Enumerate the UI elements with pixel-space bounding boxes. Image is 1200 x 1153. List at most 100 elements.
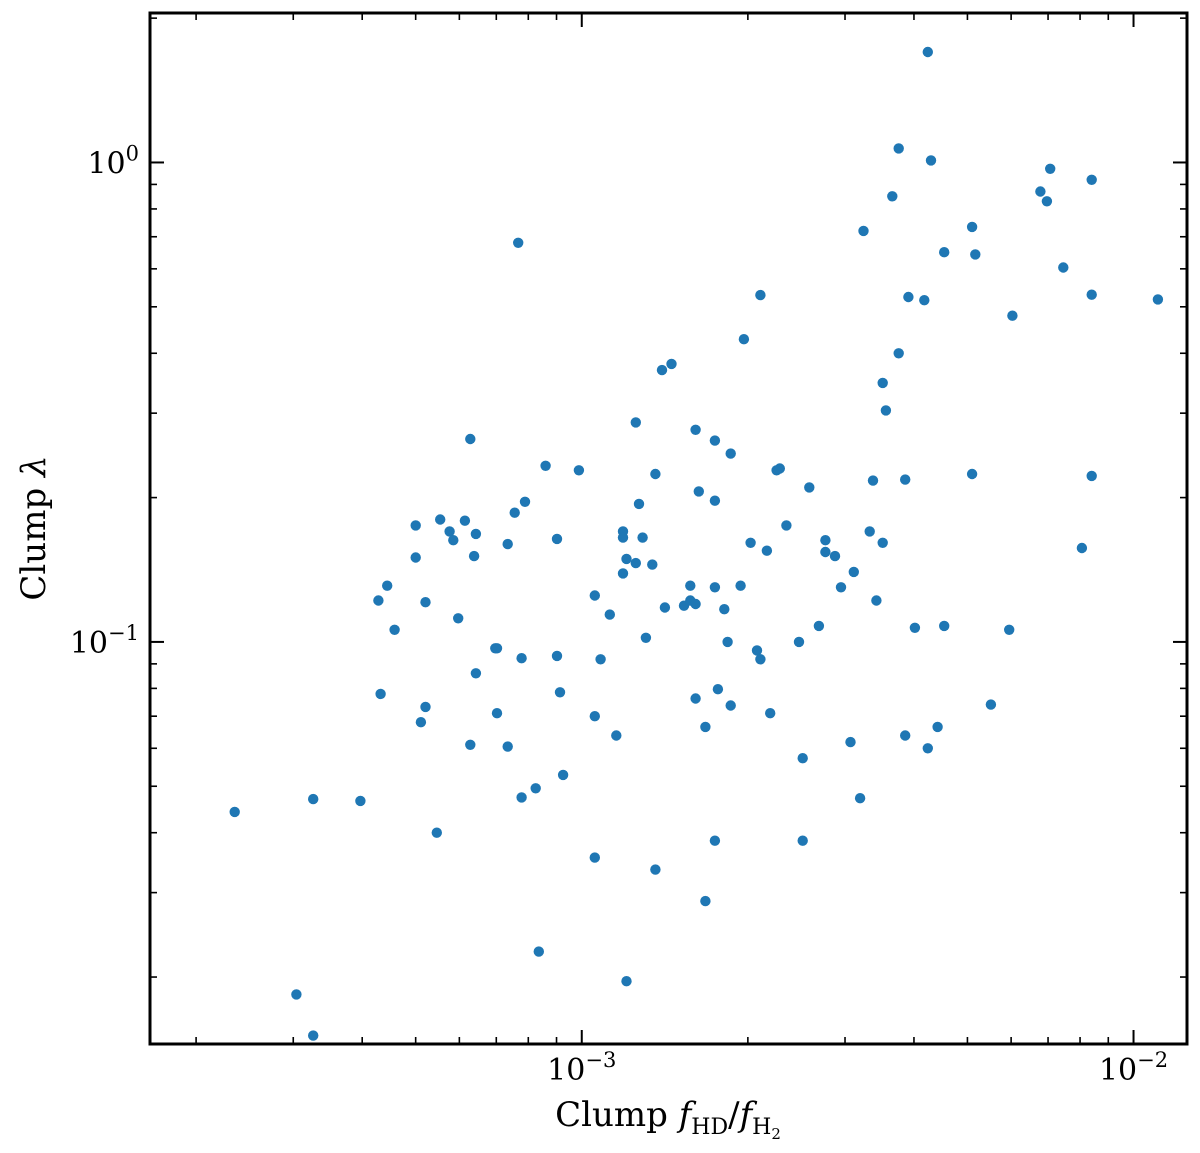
scatter-point [611, 730, 622, 741]
scatter-point [308, 1030, 319, 1041]
scatter-point [502, 741, 513, 752]
scatter-point [813, 620, 825, 632]
scatter-point [589, 590, 600, 601]
scatter-point [519, 496, 531, 507]
x-tick-label: 10−3 [547, 1048, 616, 1088]
scatter-point [470, 528, 482, 540]
scatter-point [1004, 624, 1015, 635]
x-axis-label: Clump fHD/fH2 [555, 1095, 781, 1143]
scatter-point [690, 424, 701, 435]
scatter-point [1035, 186, 1046, 197]
scatter-point [835, 582, 847, 593]
scatter-point [1058, 262, 1069, 273]
scatter-point [693, 486, 704, 497]
scatter-point [797, 753, 808, 764]
scatter-point [647, 559, 658, 570]
scatter-point [893, 348, 904, 359]
scatter-point [700, 721, 711, 733]
y-axis-label-prefix: Clump [14, 477, 54, 601]
scatter-point [909, 622, 921, 633]
scatter-point [630, 557, 641, 569]
scatter-point [420, 597, 431, 608]
scatter-point [804, 482, 815, 493]
scatter-point [516, 653, 527, 664]
scatter-point [709, 582, 721, 593]
scatter-point [595, 654, 606, 665]
major-ticks [150, 13, 1187, 1044]
scatter-point [420, 701, 431, 713]
scatter-point [1045, 163, 1056, 174]
scatter-point [820, 535, 831, 546]
y-tick-label: 100 [87, 141, 139, 181]
scatter-point [1086, 174, 1097, 185]
scatter-point [745, 537, 756, 548]
scatter-point [867, 475, 879, 486]
scatter-point [431, 827, 442, 838]
scatter-point [970, 249, 981, 260]
scatter-point [448, 535, 459, 546]
scatter-point [797, 835, 808, 846]
scatter-point [382, 580, 393, 591]
scatter-point [1041, 196, 1053, 207]
scatter-point [700, 895, 711, 907]
scatter-point [621, 553, 632, 565]
scatter-point [557, 769, 569, 781]
scatter-point [410, 520, 421, 531]
scatter-point [985, 699, 997, 710]
scatter-point [513, 237, 524, 248]
scatter-point [871, 595, 882, 606]
scatter-point [765, 708, 776, 719]
scatter-point [877, 377, 888, 389]
scatter-point [887, 191, 898, 202]
scatter-point [554, 687, 566, 698]
scatter-point [468, 550, 480, 562]
scatter-point [516, 792, 527, 803]
scatter-point [375, 688, 386, 700]
scatter-point [712, 684, 724, 695]
data-points [229, 46, 1164, 1041]
scatter-point [465, 739, 476, 750]
scatter-point [453, 613, 464, 624]
scatter-point [903, 291, 914, 303]
scatter-point [502, 538, 513, 550]
scatter-point [666, 358, 677, 370]
scatter-point [966, 221, 978, 233]
scatter-point [637, 532, 648, 543]
scatter-point [709, 835, 721, 846]
y-axis-label-symbol: λ [14, 455, 54, 479]
scatter-point [435, 514, 446, 525]
scatter-point [415, 717, 427, 728]
scatter-point [444, 526, 455, 537]
scatter-point [709, 495, 721, 506]
x-axis-label-sub2: H [752, 1115, 771, 1140]
scatter-point [735, 580, 746, 591]
scatter-point [1086, 470, 1097, 482]
scatter-point [755, 289, 766, 301]
scatter-point [922, 46, 933, 58]
scatter-point [540, 460, 551, 471]
scatter-point [650, 864, 661, 875]
scatter-point [820, 546, 831, 558]
scatter-point [845, 736, 856, 748]
scatter-point [719, 604, 730, 615]
scatter-point [925, 155, 937, 166]
scatter-point [932, 721, 943, 733]
scatter-point [774, 463, 785, 474]
scatter-point [650, 468, 661, 480]
scatter-point [389, 624, 400, 635]
scatter-point [864, 526, 875, 537]
scatter-point [291, 989, 302, 1000]
scatter-point [465, 433, 476, 445]
x-axis-label-prefix: Clump [555, 1095, 679, 1135]
x-tick-label: 10−2 [1099, 1048, 1168, 1088]
tick-labels: 10−3 10−2 10−1 100 [70, 141, 1168, 1088]
scatter-point [939, 620, 950, 632]
scatter-point [877, 537, 888, 548]
scatter-point [229, 806, 240, 818]
scatter-point [966, 468, 978, 480]
scatter-point [630, 417, 641, 428]
scatter-point [573, 465, 585, 476]
scatter-point [1007, 310, 1018, 321]
scatter-point [900, 730, 911, 741]
